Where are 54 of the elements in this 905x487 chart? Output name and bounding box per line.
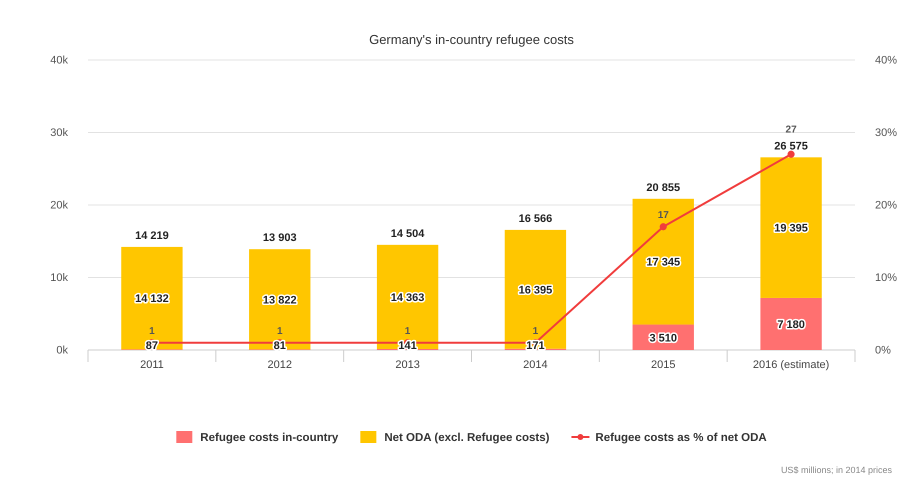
data-label: 1 (404, 326, 411, 337)
y-tick-label: 0k (56, 344, 68, 357)
y-tick-label: 30k (50, 127, 68, 140)
legend-label: Net ODA (excl. Refugee costs) (384, 432, 550, 444)
y2-tick-label: 40% (875, 54, 898, 67)
y-tick-label: 20k (50, 200, 68, 212)
data-label: 14 132 (135, 293, 169, 306)
data-label: 3 510 (649, 332, 678, 344)
data-label: 7 180 (777, 318, 805, 331)
chart-title: Germany's in-country refugee costs (369, 32, 574, 47)
total-label: 14 504 (390, 228, 426, 240)
x-tick-label: 2013 (395, 358, 420, 371)
y2-tick-label: 30% (875, 127, 898, 140)
legend-label: Refugee costs as % of net ODA (595, 432, 767, 444)
bar (121, 246, 183, 350)
data-label: 14 363 (390, 292, 424, 304)
legend-label: Refugee costs in-country (200, 432, 339, 444)
data-label: 27 (786, 124, 798, 136)
bar (376, 244, 438, 349)
data-label: 81 (274, 340, 286, 352)
y2-tick-label: 10% (875, 272, 898, 284)
y2-tick-label: 20% (875, 200, 898, 212)
data-label: 1 (532, 326, 539, 337)
data-label: 87 (146, 340, 158, 352)
total-label: 13 903 (262, 232, 297, 244)
data-label: 1 (149, 326, 156, 337)
bar (760, 298, 822, 350)
data-label: 17 (658, 210, 670, 221)
data-label: 19 395 (774, 222, 808, 235)
y-tick-label: 10k (50, 272, 68, 284)
data-label: 171 (526, 340, 545, 352)
bar (632, 198, 694, 325)
total-label: 16 566 (518, 212, 552, 225)
x-tick-label: 2016 (estimate) (752, 358, 830, 371)
total-label: 14 219 (135, 230, 169, 242)
data-label: 17 345 (646, 256, 680, 269)
data-label: 16 395 (518, 284, 552, 296)
y-tick-label: 40k (50, 54, 68, 67)
point (660, 223, 667, 230)
text: US$ millions; in 2014 prices (780, 465, 892, 475)
x-tick-label: 2014 (523, 358, 548, 371)
bar (760, 157, 822, 298)
total-label: 20 855 (646, 182, 680, 194)
data-label: 1 (276, 326, 283, 337)
data-label: 141 (398, 340, 417, 352)
bar (504, 230, 566, 349)
x-tick-label: 2012 (268, 358, 292, 371)
bar (249, 249, 310, 350)
total-label: 26 575 (774, 140, 808, 152)
point (788, 150, 795, 158)
y2-tick-label: 0% (875, 344, 892, 357)
x-tick-label: 2015 (651, 358, 676, 371)
data-label: 13 822 (262, 294, 297, 306)
x-tick-label: 2011 (140, 358, 164, 371)
